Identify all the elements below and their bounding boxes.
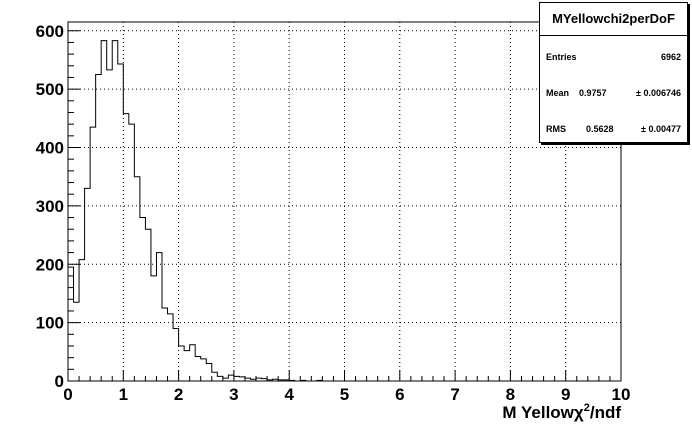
y-tick-label: 500	[36, 80, 64, 99]
stats-row-mean: Mean 0.9757 ± 0.006746	[546, 88, 681, 98]
y-tick-label: 300	[36, 197, 64, 216]
histogram-line	[67, 40, 621, 382]
y-tick-label: 200	[36, 255, 64, 274]
x-axis-title-sup: 2	[584, 402, 590, 414]
x-axis-title: M Yellowχ2/ndf	[502, 402, 621, 422]
stats-row-entries: Entries 6962	[546, 52, 681, 62]
y-tick-label: 600	[36, 22, 64, 41]
x-tick-label: 6	[395, 385, 404, 404]
entries-label: Entries	[546, 52, 577, 62]
y-tick-label: 400	[36, 139, 64, 158]
mean-error: ± 0.006746	[636, 88, 681, 98]
rms-value: 0.5628	[586, 124, 614, 134]
rms-error: ± 0.00477	[641, 124, 681, 134]
stats-row-rms: RMS 0.5628 ± 0.00477	[546, 124, 681, 134]
x-tick-label: 1	[119, 385, 128, 404]
x-axis-title-rest: /ndf	[590, 403, 621, 422]
y-tick-label: 0	[55, 372, 64, 391]
x-tick-label: 7	[450, 385, 459, 404]
x-axis-title-main: M Yellow	[502, 403, 574, 422]
x-axis-title-chi: χ	[574, 403, 584, 422]
x-tick-label: 3	[229, 385, 238, 404]
stats-box: MYellowchi2perDoF Entries 6962 Mean 0.97…	[539, 2, 688, 143]
rms-label: RMS	[546, 124, 566, 134]
y-tick-label: 100	[36, 314, 64, 333]
entries-value: 6962	[660, 52, 681, 62]
x-tick-label: 0	[63, 385, 72, 404]
x-tick-labels: 0 1 2 3 4 5 6 7 8 9 10	[63, 385, 630, 404]
x-tick-label: 4	[284, 385, 294, 404]
stats-title: MYellowchi2perDoF	[540, 3, 687, 36]
x-tick-label: 8	[506, 385, 515, 404]
y-tick-labels: 0 100 200 300 400 500 600	[36, 22, 64, 391]
mean-value: 0.9757	[579, 88, 607, 98]
mean-label: Mean	[546, 88, 570, 98]
x-tick-label: 10	[612, 385, 631, 404]
grid-lines	[68, 22, 621, 381]
x-tick-label: 2	[174, 385, 183, 404]
x-tick-label: 5	[340, 385, 349, 404]
x-tick-label: 9	[561, 385, 570, 404]
